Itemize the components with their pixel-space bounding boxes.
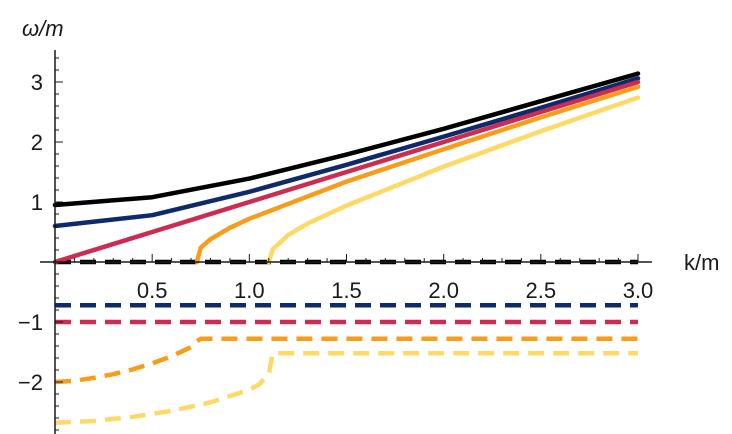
series-8-dashed-line [54, 336, 638, 385]
series-2-solid-line [52, 79, 641, 265]
x-tick-label: 0.5 [137, 278, 168, 303]
series-4-solid-line [266, 95, 641, 265]
y-tick-label: 3 [31, 70, 43, 95]
axes-layer [40, 50, 652, 434]
labels-layer: 0.5 1.0 1.5 2.0 2.5 3.0 −2 −1 1 2 3 [18, 70, 653, 395]
x-axis-label: k/m [684, 250, 719, 275]
series-1-solid-line [52, 76, 641, 229]
y-tick-label: 2 [31, 130, 43, 155]
y-axis-label: ω/m [22, 16, 64, 41]
x-tick-label: 1.0 [234, 278, 265, 303]
y-tick-label: −1 [18, 310, 43, 335]
x-tick-label: 2.0 [428, 278, 459, 303]
y-tick-label: 1 [31, 190, 43, 215]
series-0-solid-line [52, 71, 641, 208]
y-tick-label: −2 [18, 370, 43, 395]
series-layer [52, 71, 641, 426]
x-tick-label: 2.5 [526, 278, 557, 303]
series-3-solid-line [194, 84, 641, 265]
x-tick-label: 1.5 [331, 278, 362, 303]
x-tick-label: 3.0 [623, 278, 654, 303]
series-9-dashed-line [54, 350, 638, 426]
